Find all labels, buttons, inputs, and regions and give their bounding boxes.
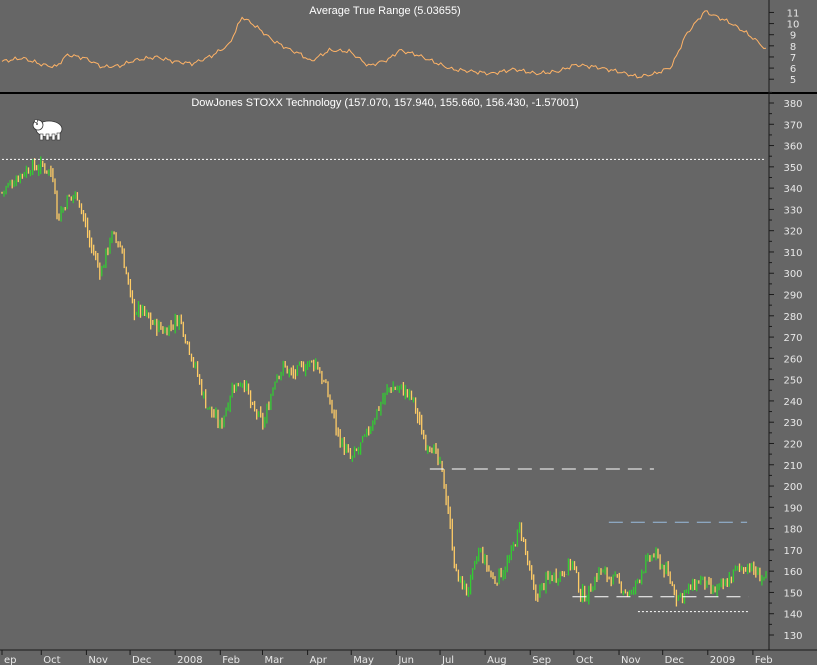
atr-series [1,10,767,79]
price-y-tick-label: 230 [783,418,802,429]
price-y-tick-label: 280 [783,312,802,323]
price-y-tick-label: 150 [783,588,802,599]
x-tick-label: Nov [621,655,641,665]
price-y-tick-label: 260 [783,354,802,365]
x-tick-label: Feb [222,655,240,665]
price-y-tick-label: 130 [783,631,802,642]
price-y-tick-label: 180 [783,525,802,536]
x-tick-label: 2009 [710,655,735,665]
reference-lines [2,158,766,613]
price-y-tick-label: 250 [783,376,802,387]
price-y-tick-label: 270 [783,333,802,344]
x-tick-label: Feb [755,655,773,665]
price-y-tick-label: 300 [783,269,802,280]
atr-plot-area [0,0,769,92]
x-tick-label: 2008 [177,655,202,665]
price-bars [1,156,767,607]
x-tick-label: Oct [576,655,593,665]
price-y-tick-label: 220 [783,439,802,450]
price-panel: DowJones STOXX Technology (157.070, 157.… [1,91,803,665]
x-tick-label: Aug [487,655,507,665]
atr-y-tick-label: 11 [787,8,800,19]
x-tick-label: Dec [665,655,684,665]
atr-y-tick-label: 5 [790,75,796,86]
x-tick-label: Jun [397,655,414,665]
bear-icon [32,119,63,141]
price-y-tick-label: 170 [783,546,802,557]
price-y-tick-label: 370 [783,120,802,131]
price-y-tick-label: 200 [783,482,802,493]
x-tick-label: Jul [441,655,454,665]
x-tick-label: Apr [310,655,328,665]
price-y-tick-label: 360 [783,142,802,153]
price-y-tick-label: 320 [783,227,802,238]
price-y-axis: 130 140 150 160 170 180 190 200 210 220 230 240 250 2… [769,91,803,642]
price-y-tick-label: 140 [783,610,802,621]
price-y-tick-label: 380 [783,99,802,110]
price-y-tick-label: 340 [783,184,802,195]
price-y-tick-label: 190 [783,503,802,514]
x-tick-label: May [353,655,374,665]
price-y-tick-label: 330 [783,205,802,216]
atr-y-tick-label: 7 [790,53,796,64]
atr-line [1,10,767,79]
price-y-tick-label: 210 [783,461,802,472]
price-y-tick-label: 240 [783,397,802,408]
price-y-tick-label: 350 [783,163,802,174]
x-axis: ep Oct Nov Dec 2008 Feb Mar Apr May Jun Jul Aug Sep O… [1,650,773,665]
x-tick-label: Mar [264,655,284,665]
price-title: DowJones STOXX Technology (157.070, 157.… [191,97,578,109]
atr-y-tick-label: 10 [787,20,800,31]
x-tick-label: ep [4,655,17,665]
price-y-tick-label: 310 [783,248,802,259]
x-tick-label: Dec [132,655,151,665]
price-y-tick-label: 290 [783,291,802,302]
atr-y-tick-label: 9 [790,31,796,42]
atr-y-tick-label: 6 [790,64,796,75]
price-y-tick-label: 160 [783,567,802,578]
atr-title: Average True Range (5.03655) [309,5,460,17]
x-tick-label: Sep [532,655,551,665]
x-tick-label: Oct [43,655,60,665]
x-tick-label: Nov [88,655,108,665]
atr-y-tick-label: 8 [790,42,796,53]
